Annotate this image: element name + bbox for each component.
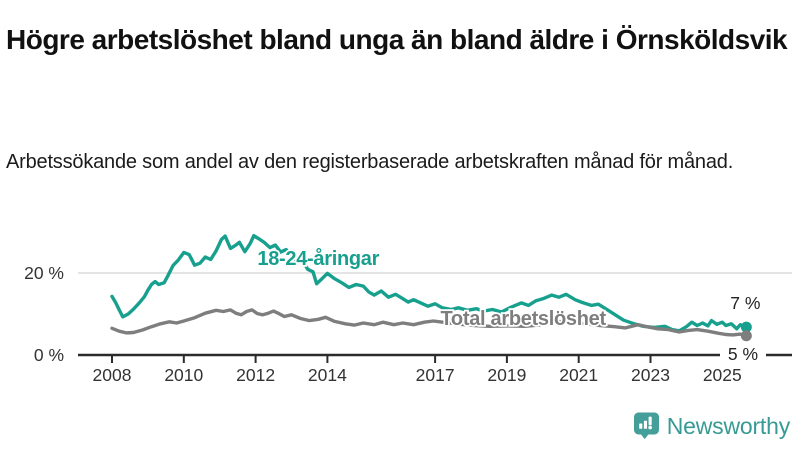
series-label-18-24-ringar: 18-24-åringar [257,247,379,270]
series-label-total-arbetsl-shet: Total arbetslöshet [440,308,606,330]
x-tick-label-2025: 2025 [703,365,742,385]
x-tick-label-2008: 2008 [93,365,132,385]
end-label-18-24-ringar: 7 % [730,293,760,313]
x-tick-label-2010: 2010 [164,365,203,385]
brand-logo: Newsworthy [633,412,790,441]
series-line-18-24-ringar [110,233,749,333]
x-tick-label-2017: 2017 [416,365,455,385]
brand-name: Newsworthy [666,413,790,439]
y-tick-label-20: 20 % [24,263,64,283]
x-tick-label-2023: 2023 [631,365,670,385]
end-label-backing [720,346,766,363]
page-title: Högre arbetslöshet bland unga än bland ä… [6,23,788,55]
x-tick-label-2014: 2014 [308,365,347,385]
x-tick-label-2019: 2019 [487,365,526,385]
end-dot-18-24-ringar [740,321,752,333]
page-subtitle: Arbetssökande som andel av den registerb… [6,151,734,173]
x-tick-label-2012: 2012 [236,365,275,385]
x-tick-label-2021: 2021 [559,365,598,385]
series-line-total-arbetsl-shet [110,308,749,338]
end-dot-total-arbetsl-shet [740,330,752,342]
unemployment-line-chart: 18-24-åringar Total arbetslöshet 2008 2010 2… [24,233,792,385]
end-label-total-arbetsl-shet: 5 % [728,344,758,364]
y-tick-label-0: 0 % [34,345,64,365]
bar-chart-speech-bubble-icon [633,412,659,440]
